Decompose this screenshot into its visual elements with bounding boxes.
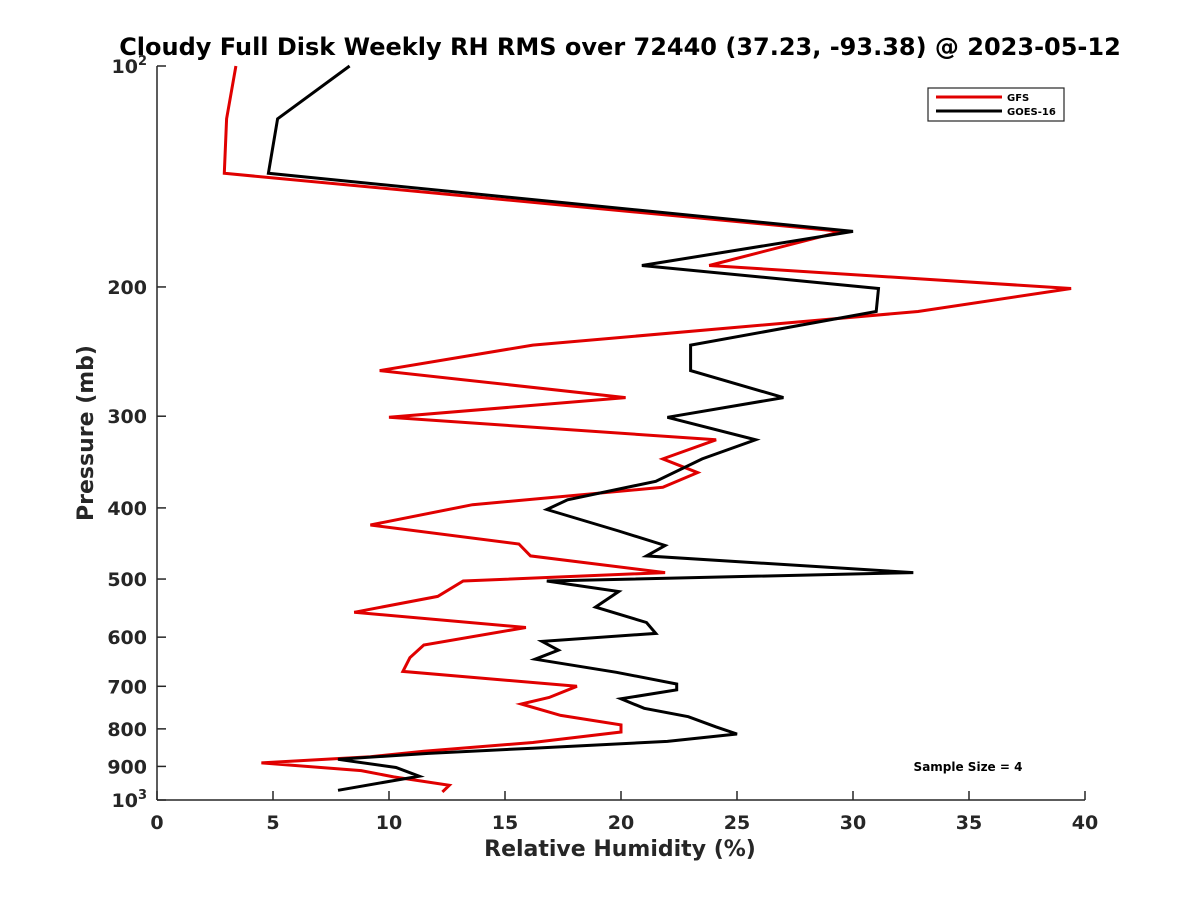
x-tick-label: 40 [1072,812,1098,834]
series-line-gfs [222,65,1072,793]
legend-label-goes-16: GOES-16 [1007,107,1056,118]
x-axis-label: Relative Humidity (%) [484,837,756,862]
x-tick-label: 30 [840,812,866,834]
x-tick-label: 15 [492,812,518,834]
y-tick-label: 300 [107,406,147,428]
x-tick-label: 5 [266,812,279,834]
x-tick-label: 10 [376,812,402,834]
x-tick-label: 0 [150,812,163,834]
y-tick-label: 900 [107,756,147,778]
chart-title: Cloudy Full Disk Weekly RH RMS over 7244… [119,33,1121,61]
y-tick-label: 200 [107,277,147,299]
legend-label-gfs: GFS [1007,93,1029,104]
x-tick-label: 25 [724,812,750,834]
y-tick-label: 800 [107,719,147,741]
series-line-goes-16 [266,64,914,792]
y-tick-label: 400 [107,498,147,520]
y-axis-label: Pressure (mb) [74,345,99,521]
y-tick-label: 103 [112,788,148,812]
legend-box [927,87,1065,122]
x-tick-label: 35 [956,812,982,834]
x-tick-label: 20 [608,812,634,834]
y-tick-label: 600 [107,627,147,649]
plot-area [222,64,1072,793]
sample-size-annotation: Sample Size = 4 [914,760,1023,774]
legend: GFS GOES-16 [927,87,1065,122]
y-tick-label: 500 [107,569,147,591]
y-tick-label: 700 [107,676,147,698]
y-tick-label: 102 [112,54,148,78]
axes: 0 5 10 15 20 25 30 35 40 102 200 300 400 500 600 700 800… [107,54,1098,834]
